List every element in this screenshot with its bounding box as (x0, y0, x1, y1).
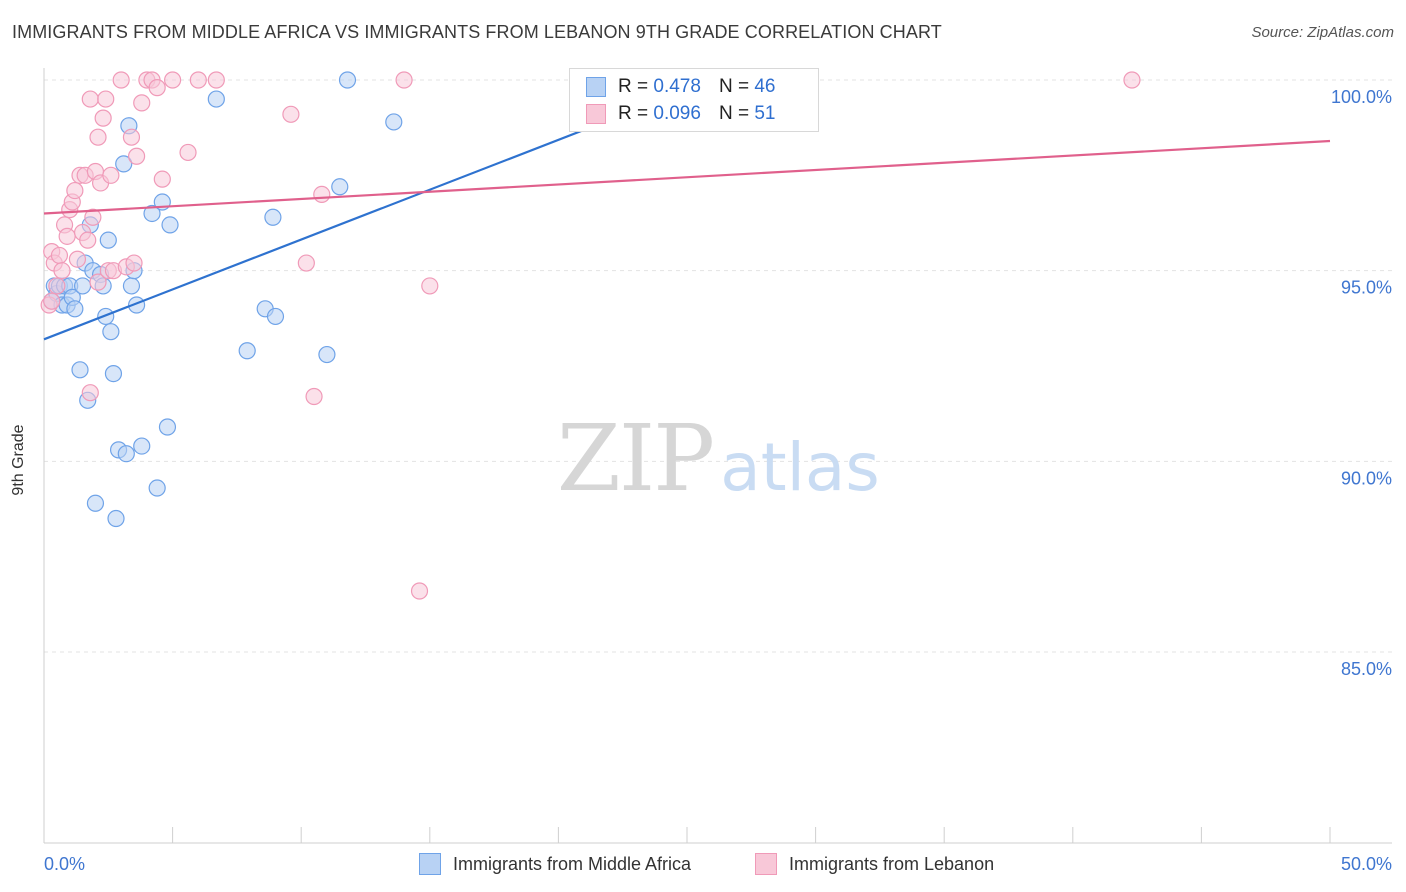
point-lebanon (58, 227, 76, 245)
point-middle-africa (264, 208, 282, 226)
series-legend-middle-africa: Immigrants from Middle Africa (419, 851, 691, 877)
legend-r-value: 0.096 (653, 103, 701, 124)
legend-r-label: R = (618, 76, 649, 97)
point-lebanon (79, 231, 97, 249)
point-lebanon (133, 94, 151, 112)
point-middle-africa (207, 90, 225, 108)
point-middle-africa (148, 479, 166, 497)
y-tick-label: 90.0% (1341, 468, 1392, 488)
point-lebanon (164, 71, 182, 89)
point-middle-africa (133, 437, 151, 455)
axes (43, 68, 1392, 844)
point-lebanon (89, 273, 107, 291)
point-lebanon (84, 208, 102, 226)
point-lebanon (421, 277, 439, 295)
point-lebanon (68, 250, 87, 268)
point-middle-africa (66, 300, 84, 318)
point-lebanon (122, 128, 141, 146)
legend-r-value: 0.478 (653, 76, 701, 97)
grid (44, 79, 1392, 653)
series-swatch-blue (419, 853, 441, 875)
point-lebanon (313, 185, 331, 203)
point-middle-africa (318, 345, 336, 364)
point-lebanon (53, 262, 71, 280)
y-tick-label: 95.0% (1341, 278, 1392, 298)
point-middle-africa (238, 342, 256, 360)
point-middle-africa (331, 178, 349, 196)
series-legend-lebanon: Immigrants from Lebanon (755, 851, 994, 877)
legend-swatch-blue (586, 77, 606, 97)
watermark-atlas: atlas (720, 429, 880, 506)
point-lebanon (112, 71, 130, 89)
point-lebanon (89, 128, 107, 146)
point-middle-africa (266, 307, 285, 326)
point-middle-africa (161, 216, 179, 234)
tick-labels: 100.0% 95.0% 90.0% 85.0% 0.0% 50.0% (44, 87, 1392, 874)
point-lebanon (66, 181, 84, 200)
stats-legend: R = 0.478 N = 46 R = 0.096 N = 51 (569, 68, 819, 132)
y-tick-label: 100.0% (1331, 87, 1392, 107)
point-lebanon (125, 254, 143, 272)
point-middle-africa (107, 509, 125, 528)
y-tick-label: 85.0% (1341, 659, 1392, 679)
point-lebanon (395, 71, 413, 89)
point-lebanon (282, 105, 300, 123)
point-middle-africa (117, 445, 135, 463)
legend-n-label: N = (718, 103, 750, 124)
point-middle-africa (104, 365, 123, 383)
source-label: Source: ZipAtlas.com (1251, 24, 1394, 41)
point-middle-africa (73, 277, 92, 295)
y-axis-title: 9th Grade (10, 424, 27, 496)
legend-n-value: 51 (754, 103, 776, 124)
point-lebanon (179, 143, 197, 162)
legend-n-value: 46 (754, 76, 776, 97)
series-label: Immigrants from Lebanon (789, 853, 995, 874)
chart-title: IMMIGRANTS FROM MIDDLE AFRICA VS IMMIGRA… (12, 22, 942, 42)
point-lebanon (207, 71, 225, 89)
legend-row-lebanon: R = 0.096 N = 51 (586, 102, 775, 126)
watermark-zip: ZIP (557, 405, 713, 512)
legend-row-middle-africa: R = 0.478 N = 46 (586, 75, 775, 99)
point-lebanon (81, 384, 99, 402)
point-lebanon (305, 387, 323, 406)
point-lebanon (43, 292, 61, 310)
legend-r-label: R = (618, 103, 649, 124)
point-lebanon (50, 246, 69, 265)
point-lebanon (189, 71, 207, 89)
point-lebanon (94, 109, 112, 127)
point-lebanon (410, 582, 429, 600)
point-middle-africa (122, 277, 141, 295)
point-middle-africa (338, 71, 357, 89)
trend-line-lebanon (43, 139, 1331, 215)
point-middle-africa (86, 494, 105, 512)
point-middle-africa (99, 231, 117, 249)
point-lebanon (127, 147, 146, 165)
x-tick-label: 0.0% (44, 854, 85, 874)
legend-swatch-pink (586, 104, 606, 124)
point-lebanon (81, 90, 99, 108)
x-tick-label: 50.0% (1341, 854, 1392, 874)
series-label: Immigrants from Middle Africa (453, 853, 692, 874)
legend-n-label: N = (718, 76, 750, 97)
point-lebanon (1123, 71, 1141, 89)
point-middle-africa (115, 155, 133, 173)
point-lebanon (97, 90, 115, 108)
series-swatch-pink (755, 853, 777, 875)
point-middle-africa (102, 323, 120, 341)
point-lebanon (48, 277, 66, 295)
point-middle-africa (385, 113, 403, 131)
point-middle-africa (71, 361, 89, 379)
point-lebanon (153, 170, 171, 188)
point-middle-africa (143, 204, 161, 223)
point-lebanon (102, 166, 120, 184)
data-points (40, 71, 1141, 600)
point-lebanon (148, 79, 166, 97)
point-lebanon (297, 254, 315, 272)
point-middle-africa (158, 418, 177, 436)
